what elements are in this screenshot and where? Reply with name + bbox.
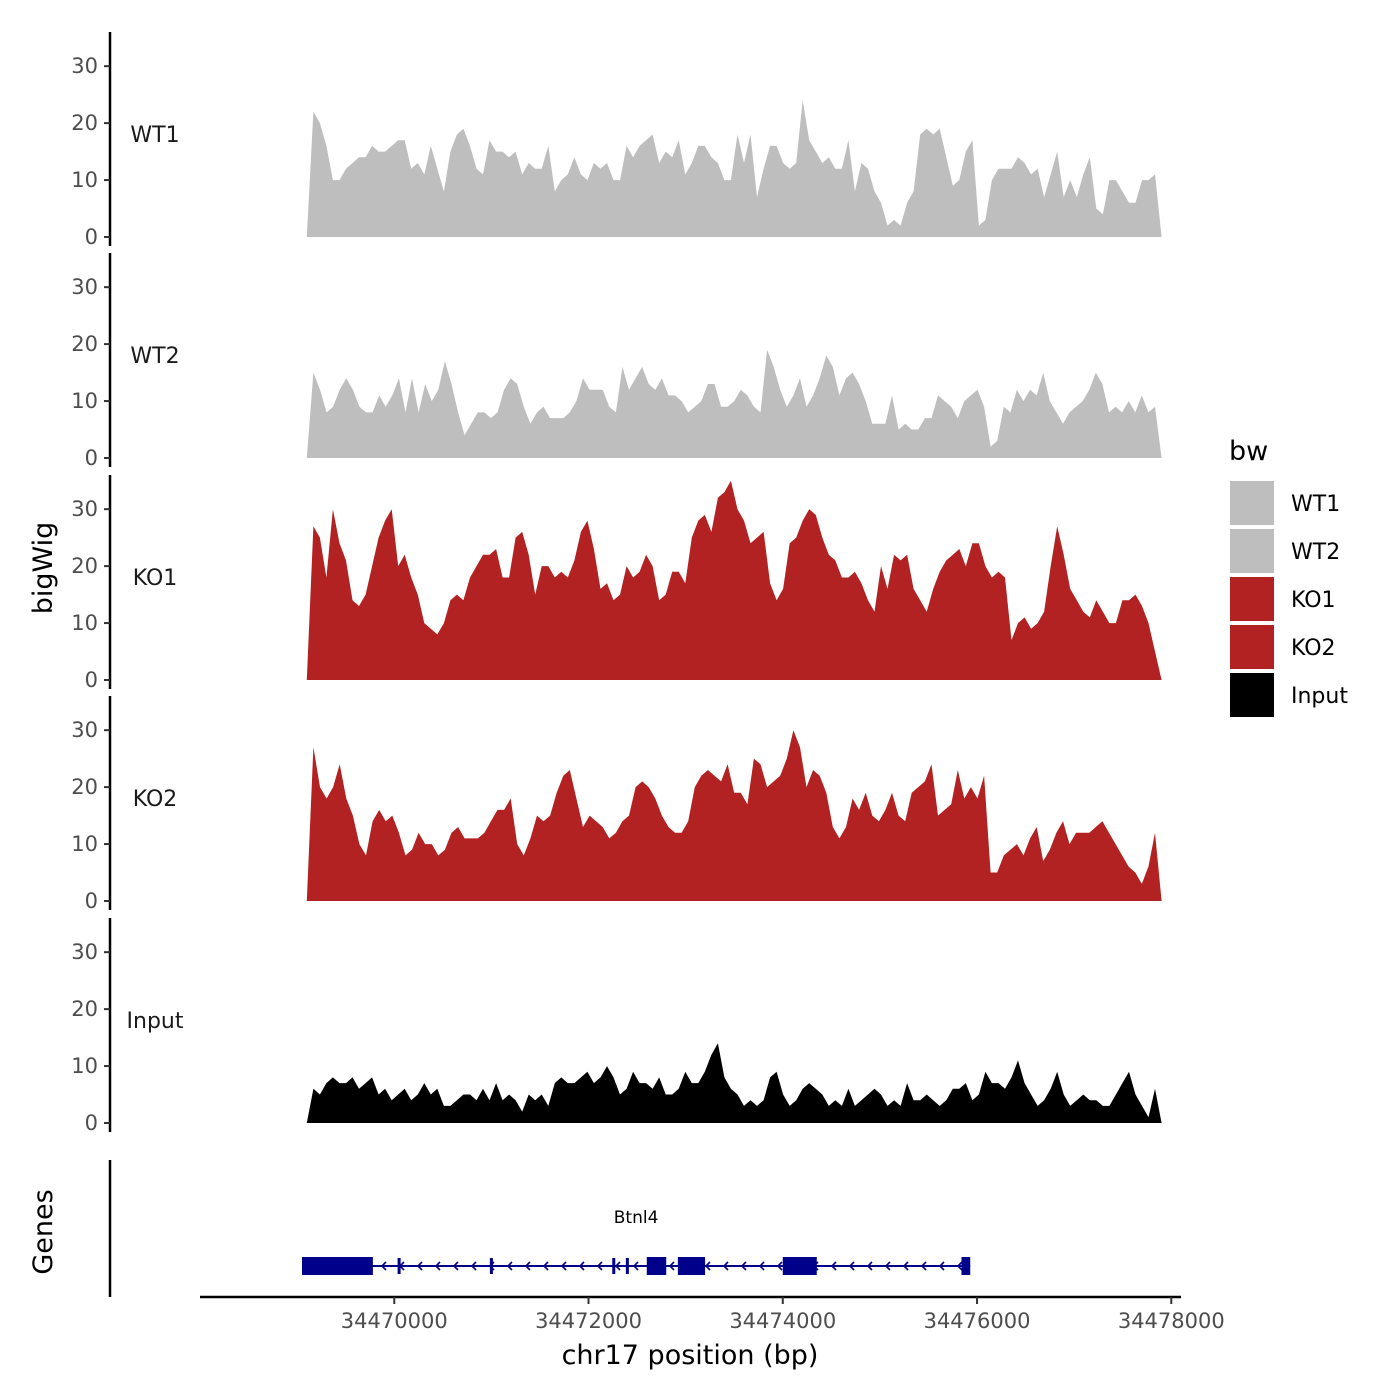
x-tick-label: 34472000 <box>535 1309 642 1333</box>
y-tick-label: 30 <box>71 940 98 964</box>
y-tick-label: 10 <box>71 832 98 856</box>
area-ko2 <box>306 730 1162 901</box>
bigwig-tracks: 0 10 20 30 WT1 0 10 20 30 WT2 0 10 20 30 KO1 0 10 20 30 KO2… <box>71 32 1162 1135</box>
track-label: WT2 <box>130 344 179 369</box>
x-tick-label: 34470000 <box>341 1309 448 1333</box>
legend-swatch <box>1228 479 1276 527</box>
y-tick-label: 10 <box>71 1054 98 1078</box>
gene-exon <box>612 1258 616 1274</box>
track-wt1: 0 10 20 30 WT1 <box>71 32 1162 249</box>
legend-label: KO2 <box>1291 636 1336 661</box>
legend-label: WT2 <box>1291 540 1340 565</box>
strand-arrow <box>506 1261 513 1271</box>
y-axis-title: bigWig <box>28 522 59 615</box>
strand-arrow <box>416 1261 423 1271</box>
strand-arrow <box>830 1261 837 1271</box>
gene-exon <box>625 1258 629 1274</box>
strand-arrow <box>938 1261 945 1271</box>
track-input: 0 10 20 30 Input <box>71 918 1162 1135</box>
y-tick-label: 0 <box>85 889 98 913</box>
strand-arrow <box>776 1261 783 1271</box>
gene-exon <box>301 1257 373 1275</box>
strand-arrow <box>470 1261 477 1271</box>
x-tick-label: 34476000 <box>924 1309 1031 1333</box>
strand-arrow <box>866 1261 873 1271</box>
legend-title: bw <box>1229 436 1268 467</box>
y-tick-label: 20 <box>71 332 98 356</box>
track-ko2: 0 10 20 30 KO2 <box>71 696 1162 913</box>
y-tick-label: 20 <box>71 554 98 578</box>
track-label: KO1 <box>133 566 178 591</box>
strand-arrow <box>542 1261 549 1271</box>
x-tick-label: 34474000 <box>729 1309 836 1333</box>
track-label: KO2 <box>133 787 178 812</box>
strand-arrow <box>848 1261 855 1271</box>
legend-label: Input <box>1291 684 1348 709</box>
gene-exon <box>961 1257 971 1275</box>
area-wt2 <box>306 349 1162 458</box>
track-ko1: 0 10 20 30 KO1 <box>71 475 1162 692</box>
track-wt2: 0 10 20 30 WT2 <box>71 253 1162 470</box>
y-tick-label: 10 <box>71 168 98 192</box>
y-tick-label: 20 <box>71 775 98 799</box>
legend: bw WT1 WT2 KO1 KO2 Input <box>1228 436 1348 719</box>
area-input <box>306 1043 1162 1123</box>
y-tick-label: 20 <box>71 997 98 1021</box>
strand-arrow <box>668 1261 675 1271</box>
strand-arrow <box>452 1261 459 1271</box>
x-axis: 34470000 34472000 34474000 34476000 34478000 <box>200 1295 1225 1333</box>
y-tick-label: 0 <box>85 446 98 470</box>
strand-arrow <box>902 1261 909 1271</box>
area-wt1 <box>306 100 1162 237</box>
y-tick-label: 10 <box>71 389 98 413</box>
y-tick-label: 30 <box>71 54 98 78</box>
x-axis-title: chr17 position (bp) <box>562 1340 819 1371</box>
y-tick-label: 20 <box>71 111 98 135</box>
legend-swatch <box>1228 575 1276 623</box>
y-tick-label: 30 <box>71 275 98 299</box>
legend-swatch <box>1228 623 1276 671</box>
strand-arrow <box>740 1261 747 1271</box>
strand-arrow <box>560 1261 567 1271</box>
gene-exon <box>677 1257 706 1275</box>
strand-arrow <box>722 1261 729 1271</box>
track-label: Input <box>127 1009 184 1034</box>
area-ko1 <box>306 480 1162 680</box>
legend-label: WT1 <box>1291 492 1340 517</box>
y-tick-label: 30 <box>71 497 98 521</box>
gene-track: Btnl4 <box>108 1160 971 1297</box>
strand-arrow <box>632 1261 639 1271</box>
strand-arrow <box>956 1261 963 1271</box>
y-tick-label: 10 <box>71 611 98 635</box>
y-tick-label: 30 <box>71 718 98 742</box>
strand-arrow <box>524 1261 531 1271</box>
y-tick-label: 0 <box>85 668 98 692</box>
x-tick-label: 34478000 <box>1118 1309 1225 1333</box>
strand-arrow <box>884 1261 891 1271</box>
strand-arrow <box>704 1261 711 1271</box>
gene-exon <box>397 1258 401 1274</box>
gene-name-label: Btnl4 <box>614 1208 659 1228</box>
genes-track-title: Genes <box>28 1189 59 1274</box>
strand-arrow <box>434 1261 441 1271</box>
track-label: WT1 <box>130 123 179 148</box>
strand-arrow <box>614 1261 621 1271</box>
strand-arrow <box>380 1261 387 1271</box>
strand-arrow <box>758 1261 765 1271</box>
gene-exon <box>646 1257 667 1275</box>
y-tick-label: 0 <box>85 1111 98 1135</box>
legend-swatch <box>1228 527 1276 575</box>
strand-arrow <box>596 1261 603 1271</box>
gene-exon <box>782 1257 817 1275</box>
gene-exon <box>489 1258 493 1274</box>
y-tick-label: 0 <box>85 225 98 249</box>
legend-label: KO1 <box>1291 588 1336 613</box>
strand-arrow <box>920 1261 927 1271</box>
legend-swatch <box>1228 671 1276 719</box>
strand-arrow <box>578 1261 585 1271</box>
